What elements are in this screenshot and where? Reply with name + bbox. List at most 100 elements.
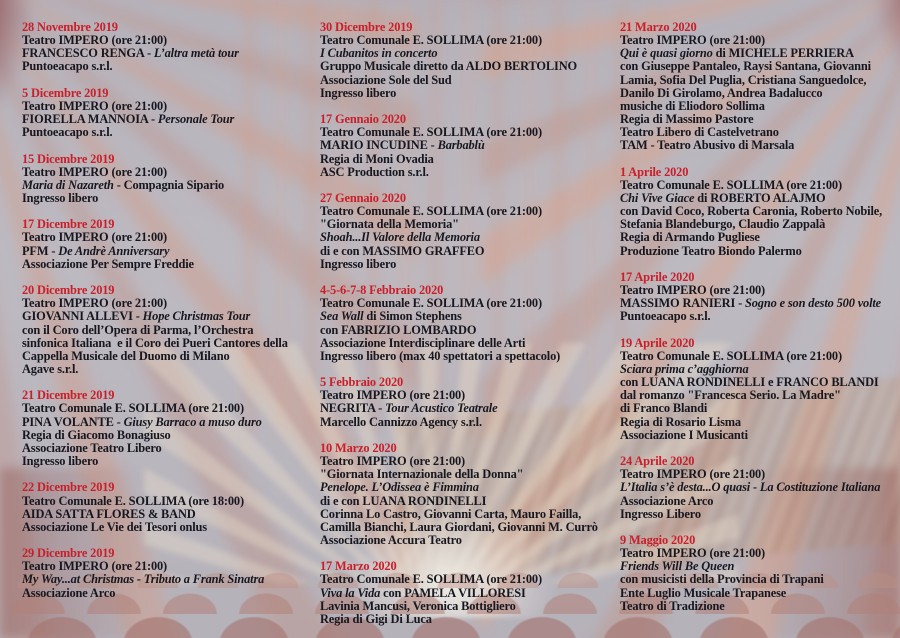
- text-segment: Teatro Comunale E. SOLLIMA (ore 21:00): [320, 572, 542, 587]
- text-segment: TAM - Teatro Abusivo di Marsala: [620, 138, 795, 153]
- event-line: Penelope. L’Odissea è Fimmina: [320, 481, 618, 494]
- text-segment: Teatro IMPERO (ore 21:00): [620, 33, 766, 48]
- text-segment: GIOVANNI ALLEVI -: [22, 309, 143, 324]
- event-line: Teatro IMPERO (ore 21:00): [22, 164, 316, 179]
- text-segment: musiche di Eliodoro Sollima: [620, 98, 765, 113]
- event-date: 10 Marzo 2020: [320, 440, 397, 455]
- event-line: Associazione Arco: [620, 494, 900, 508]
- event-date: 27 Gennaio 2020: [320, 191, 406, 205]
- event-date: 28 Novembre 2019: [22, 20, 118, 34]
- event-line: Associazione Le Vie dei Tesori onlus: [22, 519, 316, 534]
- event-line: Teatro Comunale E. SOLLIMA (ore 18:00): [22, 494, 316, 508]
- text-segment: Associazione Accura Teatro: [320, 533, 462, 548]
- event-line: Teatro Comunale E. SOLLIMA (ore 21:00): [320, 34, 618, 47]
- text-segment: Regia di Gigi Di Luca: [320, 611, 432, 626]
- text-segment: Regia di Armando Pugliese: [620, 230, 760, 245]
- text-segment: di Simon Stephens: [363, 309, 462, 324]
- show-title-segment: Qui è quasi giorno: [620, 46, 713, 61]
- event-line: TAM - Teatro Abusivo di Marsala: [620, 139, 900, 152]
- text-segment: FIORELLA MANNOIA -: [22, 112, 158, 127]
- curtain-corner-left-decor: [0, 0, 86, 280]
- event-line: Regia di Massimo Pastore: [620, 113, 900, 126]
- text-segment: Associazione Interdisciplinare delle Art…: [320, 335, 526, 350]
- text-segment: di ROBERTO ALAJMO: [694, 191, 826, 206]
- show-title-segment: De Andrè Anniversary: [58, 243, 170, 258]
- text-segment: Ingresso libero: [320, 85, 397, 100]
- text-segment: Camilla Bianchi, Laura Giordani, Giovann…: [320, 519, 598, 534]
- text-segment: Ente Luglio Musicale Trapanese: [620, 585, 787, 600]
- event-line: Puntoeacapo s.r.l.: [22, 60, 316, 73]
- text-segment: Associazione Le Vie dei Tesori onlus: [22, 519, 207, 534]
- event-line: Teatro Comunale E. SOLLIMA (ore 21:00): [320, 205, 618, 218]
- text-segment: con David Coco, Roberta Caronia, Roberto…: [620, 204, 883, 219]
- event-date: 17 Marzo 2020: [320, 559, 397, 574]
- text-segment: MASSIMO RANIERI -: [620, 296, 745, 311]
- event-block: 21 Dicembre 2019 Teatro Comunale E. SOLLI…: [22, 389, 316, 468]
- event-line: Regia di Armando Pugliese: [620, 231, 900, 244]
- event-line: PINA VOLANTE - Giusy Barraco a muso duro: [22, 414, 316, 429]
- event-line: Chi Vive Giace di ROBERTO ALAJMO: [620, 191, 900, 206]
- text-segment: Teatro IMPERO (ore 21:00): [22, 164, 168, 179]
- text-segment: Teatro Comunale E. SOLLIMA (ore 21:00): [320, 204, 542, 219]
- text-segment: Teatro IMPERO (ore 21:00): [620, 283, 766, 298]
- event-line: AIDA SATTA FLORES & BAND: [22, 507, 316, 521]
- show-title-segment: Giusy Barraco a muso duro: [123, 414, 262, 429]
- text-segment: PFM -: [22, 243, 59, 258]
- curtain-swag-decor: [72, 0, 828, 110]
- event-block: 30 Dicembre 2019 Teatro Comunale E. SOLLI…: [320, 20, 618, 100]
- program-column-1: 28 Novembre 2019 Teatro IMPERO (ore 21:00…: [22, 20, 316, 600]
- text-segment: Associazione Teatro Libero: [22, 440, 162, 455]
- text-segment: Teatro Comunale E. SOLLIMA (ore 21:00): [620, 177, 842, 192]
- text-segment: Lamia, Sofia Del Puglia, Cristiana Sangu…: [620, 72, 867, 87]
- event-block: 17 Gennaio 2020 Teatro Comunale E. SOLLIM…: [320, 112, 618, 179]
- text-segment: Teatro Libero di Castelvetrano: [620, 125, 779, 140]
- event-line: con Giuseppe Pantaleo, Raysi Santana, Gi…: [620, 60, 900, 73]
- show-title-segment: Hope Christmas Tour: [142, 309, 251, 324]
- show-title-segment: L’altra metà tour: [153, 46, 239, 61]
- event-line: Teatro Comunale E. SOLLIMA (ore 21:00): [320, 126, 618, 139]
- event-block: 29 Dicembre 2019 Teatro IMPERO (ore 21:00…: [22, 546, 316, 600]
- show-title-segment: My Way...at Christmas - Tributo a Frank …: [22, 572, 265, 587]
- event-line: Corinna Lo Castro, Giovanni Carta, Mauro…: [320, 507, 618, 521]
- event-line: Produzione Teatro Biondo Palermo: [620, 243, 900, 258]
- event-line: PFM - De Andrè Anniversary: [22, 243, 316, 258]
- event-block: 27 Gennaio 2020 Teatro Comunale E. SOLLIM…: [320, 191, 618, 271]
- event-line: Regia di Moni Ovadia: [320, 152, 618, 166]
- event-line: Teatro IMPERO (ore 21:00): [620, 547, 900, 560]
- event-line: L’Italia s’è desta...O quasi - La Costit…: [620, 481, 900, 494]
- event-block: 15 Dicembre 2019 Teatro IMPERO (ore 21:00…: [22, 152, 316, 206]
- event-line: Teatro IMPERO (ore 21:00): [22, 99, 316, 113]
- event-line: Regia di Gigi Di Luca: [320, 611, 618, 626]
- event-line: dal romanzo "Francesca Serio. La Madre": [620, 389, 900, 402]
- text-segment: Produzione Teatro Biondo Palermo: [620, 243, 802, 258]
- text-segment: Teatro IMPERO (ore 21:00): [320, 454, 466, 469]
- event-date: 5 Febbraio 2020: [320, 375, 404, 390]
- text-segment: Teatro di Tradizione: [620, 598, 725, 613]
- event-line: Associazione Sole del Sud: [320, 73, 618, 87]
- text-segment: Puntoeacapo s.r.l.: [22, 59, 113, 74]
- event-line: Lavinia Mancusi, Veronica Bottigliero: [320, 599, 618, 613]
- text-segment: Teatro IMPERO (ore 21:00): [22, 230, 168, 245]
- event-line: Teatro IMPERO (ore 21:00): [22, 560, 316, 573]
- event-block: 17 Dicembre 2019 Teatro IMPERO (ore 21:00…: [22, 218, 316, 271]
- event-line: FRANCESCO RENGA - L’altra metà tour: [22, 47, 316, 60]
- event-line: Teatro Comunale E. SOLLIMA (ore 21:00): [620, 177, 900, 192]
- text-segment: Associazione Per Sempre Freddie: [22, 256, 194, 271]
- event-line: Teatro Comunale E. SOLLIMA (ore 21:00): [620, 349, 900, 363]
- text-segment: sinfonica Italiana e il Coro dei Pueri C…: [22, 335, 288, 350]
- event-line: "Giornata della Memoria": [320, 218, 618, 231]
- show-title-segment: Sciara prima c’agghiorna: [620, 362, 749, 377]
- event-block: 9 Maggio 2020 Teatro IMPERO (ore 21:00) Fr…: [620, 533, 900, 613]
- event-line: Sea Wall di Simon Stephens: [320, 310, 618, 323]
- text-segment: ASC Production s.r.l.: [320, 164, 429, 179]
- program-column-3: 21 Marzo 2020 Teatro IMPERO (ore 21:00) Qu…: [620, 20, 900, 613]
- text-segment: con LUANA RONDINELLI e FRANCO BLANDI: [620, 375, 879, 390]
- text-segment: Associazione I Musicanti: [620, 427, 748, 442]
- text-segment: FRANCESCO RENGA -: [22, 46, 154, 61]
- event-date: 1 Aprile 2020: [620, 164, 689, 179]
- event-line: Maria di Nazareth - Compagnia Sipario: [22, 178, 316, 192]
- show-title-segment: Sea Wall: [320, 309, 364, 324]
- text-segment: di Franco Blandi: [620, 401, 708, 416]
- event-line: Ingresso libero: [22, 455, 316, 468]
